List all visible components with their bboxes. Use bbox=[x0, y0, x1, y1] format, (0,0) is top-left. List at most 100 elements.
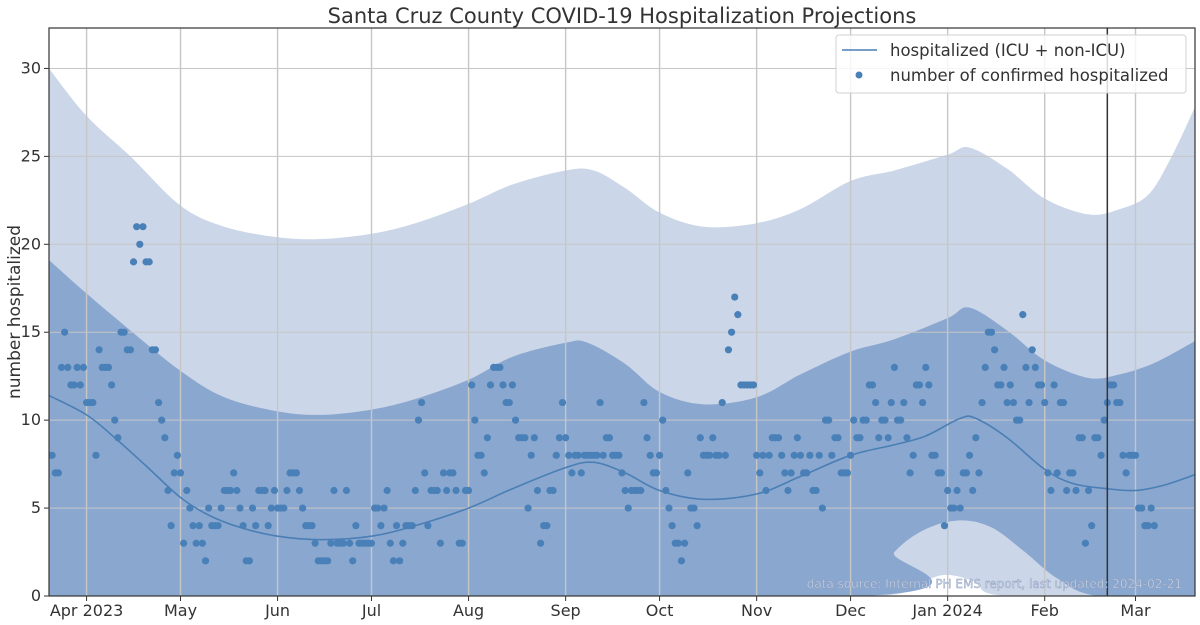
data-point bbox=[693, 522, 701, 530]
data-point bbox=[1131, 451, 1140, 459]
data-point bbox=[643, 434, 651, 442]
data-point bbox=[624, 504, 632, 512]
data-point bbox=[396, 557, 404, 565]
data-point bbox=[264, 522, 272, 530]
data-point bbox=[834, 434, 842, 442]
data-source-annotation: data source: Internal PH EMS report, las… bbox=[807, 577, 1182, 591]
data-point bbox=[414, 416, 423, 424]
data-point bbox=[812, 486, 820, 495]
data-point bbox=[292, 469, 300, 477]
data-point bbox=[389, 557, 398, 565]
data-point bbox=[183, 486, 191, 495]
x-tick-label: May bbox=[164, 601, 197, 620]
data-point bbox=[483, 434, 491, 442]
data-point bbox=[49, 451, 56, 459]
data-point bbox=[499, 381, 507, 389]
data-point bbox=[596, 398, 604, 407]
data-point bbox=[295, 486, 304, 495]
data-point bbox=[270, 486, 279, 495]
legend-label-line: hospitalized (ICU + non-ICU) bbox=[890, 41, 1126, 60]
data-point bbox=[925, 381, 933, 389]
data-point bbox=[342, 486, 351, 495]
data-point bbox=[217, 504, 225, 512]
data-point bbox=[1006, 381, 1014, 389]
data-point bbox=[862, 416, 870, 424]
data-point bbox=[233, 486, 241, 495]
data-point bbox=[987, 328, 996, 336]
data-point bbox=[1138, 504, 1146, 512]
data-point bbox=[975, 469, 983, 477]
data-point bbox=[806, 451, 814, 459]
data-point bbox=[468, 381, 476, 389]
data-point bbox=[1053, 469, 1061, 477]
data-point bbox=[126, 346, 135, 354]
legend-box bbox=[835, 34, 1187, 94]
data-point bbox=[815, 451, 823, 459]
data-point bbox=[709, 434, 717, 442]
data-point bbox=[668, 522, 676, 530]
data-point bbox=[931, 451, 939, 459]
data-point bbox=[843, 469, 852, 477]
gridlines bbox=[49, 28, 1195, 597]
data-point bbox=[167, 522, 175, 530]
data-point bbox=[1063, 486, 1071, 495]
data-point bbox=[1009, 398, 1017, 407]
data-point bbox=[1100, 416, 1108, 424]
data-point bbox=[508, 381, 517, 389]
data-point bbox=[61, 328, 69, 336]
data-point bbox=[568, 469, 576, 477]
data-point bbox=[681, 539, 689, 547]
data-point bbox=[399, 539, 407, 547]
data-point bbox=[796, 451, 805, 459]
x-tick-label: Jun bbox=[264, 601, 290, 620]
data-point bbox=[374, 504, 382, 512]
data-point bbox=[198, 539, 207, 547]
data-point bbox=[104, 363, 113, 371]
x-tick-label: Feb bbox=[1031, 601, 1059, 620]
data-point bbox=[1037, 381, 1046, 389]
data-point bbox=[1147, 504, 1155, 512]
data-point bbox=[605, 434, 614, 442]
data-point bbox=[991, 346, 999, 354]
data-point bbox=[151, 346, 160, 354]
data-point bbox=[64, 363, 72, 371]
data-point bbox=[411, 486, 419, 495]
data-point bbox=[443, 486, 451, 495]
data-point bbox=[1088, 522, 1096, 530]
x-tick-label: Mar bbox=[1120, 601, 1151, 620]
data-point bbox=[875, 434, 883, 442]
data-point bbox=[524, 504, 532, 512]
data-point bbox=[383, 486, 391, 495]
data-point bbox=[54, 469, 62, 477]
data-point bbox=[283, 486, 291, 495]
data-point bbox=[962, 469, 971, 477]
y-tick-label: 10 bbox=[21, 410, 41, 429]
data-point bbox=[818, 504, 826, 512]
data-point bbox=[850, 416, 858, 424]
data-point bbox=[677, 557, 686, 565]
data-point bbox=[621, 486, 629, 495]
data-point bbox=[480, 469, 488, 477]
y-tick-label: 30 bbox=[21, 58, 41, 77]
data-point bbox=[721, 451, 729, 459]
data-point bbox=[145, 258, 153, 266]
data-point bbox=[759, 451, 767, 459]
data-point bbox=[940, 522, 949, 530]
x-tick-label: Apr 2023 bbox=[50, 601, 123, 620]
data-point bbox=[252, 522, 260, 530]
data-point bbox=[856, 434, 864, 442]
data-point bbox=[436, 539, 444, 547]
data-point bbox=[521, 434, 529, 442]
confirmed-points bbox=[49, 223, 1158, 565]
data-point bbox=[684, 469, 692, 477]
data-point bbox=[900, 398, 908, 407]
y-tick-label: 0 bbox=[31, 586, 41, 605]
data-point bbox=[825, 416, 833, 424]
data-point bbox=[345, 539, 354, 547]
data-point bbox=[433, 486, 441, 495]
data-point bbox=[1050, 381, 1058, 389]
data-point bbox=[327, 539, 335, 547]
data-point bbox=[1028, 346, 1036, 354]
data-point bbox=[536, 539, 545, 547]
data-point bbox=[956, 504, 964, 512]
